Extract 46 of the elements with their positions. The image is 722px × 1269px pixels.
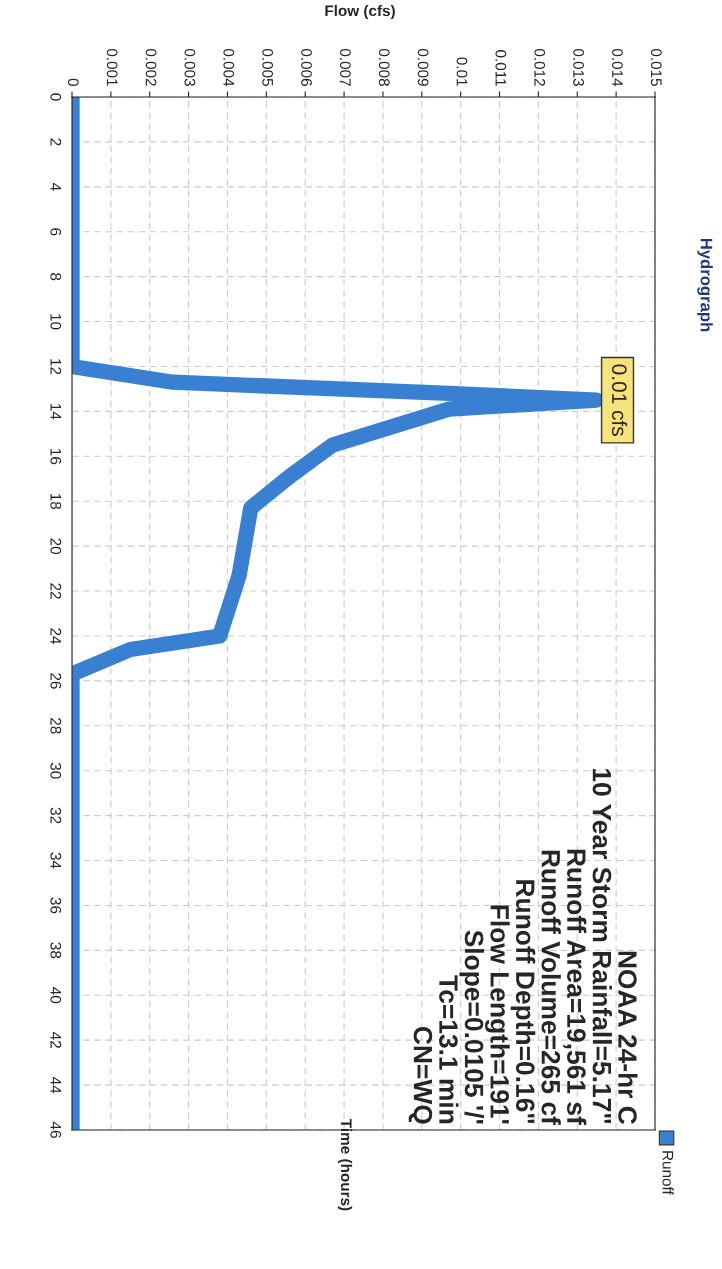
y-tick-label: 18 [50,493,62,510]
x-tick-label: 0.015 [650,48,662,86]
y-tick-label: 44 [50,1076,62,1094]
x-tick-label: 0 [67,78,79,86]
x-tick-label: 0.004 [223,48,235,87]
x-tick-label: 0.006 [301,48,312,86]
y-tick-label: 12 [50,359,62,375]
y-tick-label: 22 [50,583,62,599]
y-tick-label: 0 [50,93,62,101]
y-tick-label: 6 [50,228,62,236]
x-tick-label: 0.003 [184,48,196,86]
annotation: 0.01 cfs [611,364,628,436]
x-tick-label: 0.01 [456,57,468,86]
y-tick-label: 34 [50,852,62,869]
y-tick-label: 46 [50,1121,62,1138]
y-tick-label: 4 [50,182,62,191]
x-axis-title: Flow (cfs) [325,4,395,20]
x-tick-label: 0.012 [534,48,546,86]
y-tick-label: 10 [50,314,62,330]
y-tick-label: 30 [50,762,62,779]
x-tick-label: 0.001 [106,48,118,86]
x-tick-label: 0.008 [378,48,390,86]
y-tick-label: 8 [50,273,62,281]
y-tick-label: 28 [50,718,62,734]
y-tick-label: 14 [50,404,62,420]
x-tick-label: 0.007 [339,48,351,86]
y-tick-label: 2 [50,138,62,146]
y-tick-label: 32 [50,807,62,824]
y-tick-label: 26 [50,673,62,689]
y-tick-label: 42 [50,1032,62,1048]
legend-label: Runoff [662,1151,674,1195]
x-tick-label: 0.005 [262,48,274,86]
x-tick-label: 0.011 [495,50,507,86]
y-tick-label: 38 [50,942,62,959]
x-tick-label: 0.002 [145,48,157,86]
x-tick-label: 0.014 [612,48,623,87]
x-tick-label: 0.009 [417,48,429,86]
text: NOAA 24-hr C 10 Year Storm Rainfall=5.17" Runoff Area=19,561 sf Runoff Volume=265 cf Runoff Depth=0.16" Flow Length=191' Slope=0.0105 '/' Tc=13.1 min CN=WQ [408,769,638,1125]
y-tick-label: 24 [50,628,62,645]
y-axis-title: Time (hours) [337,1119,353,1211]
text: Hydrograph [697,238,713,332]
y-tick-label: 20 [50,538,62,555]
y-tick-label: 16 [50,448,62,465]
y-tick-label: 36 [50,897,62,914]
x-tick-label: 0.013 [573,48,584,86]
y-tick-label: 40 [50,987,62,1004]
